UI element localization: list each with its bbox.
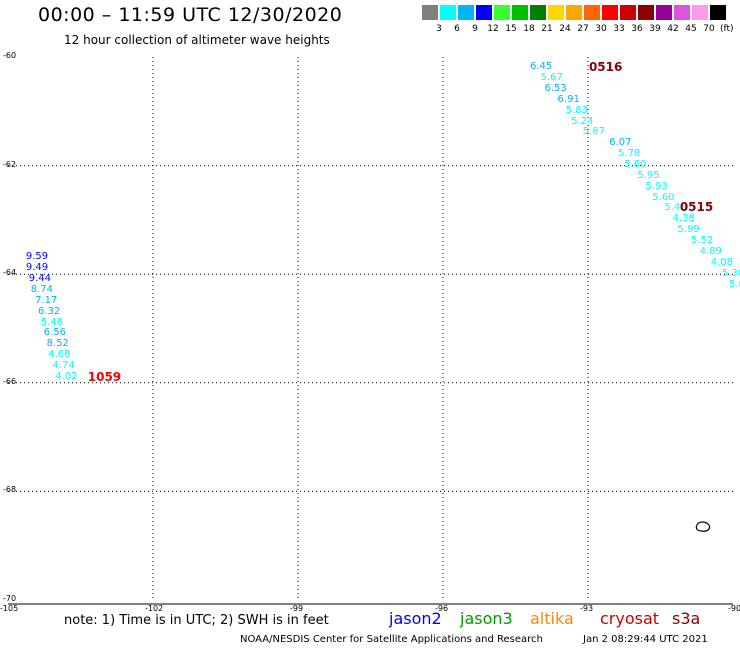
- legend-swatch: [566, 5, 582, 20]
- map-subtitle: 12 hour collection of altimeter wave hei…: [64, 33, 330, 47]
- legend-swatch: [584, 5, 600, 20]
- wave-height-value: 8.52: [46, 338, 69, 350]
- legend-label: 42: [667, 24, 679, 34]
- lon-label: -93: [580, 604, 594, 613]
- legend-swatch: [476, 5, 492, 20]
- satellite-name: jason3: [460, 609, 513, 628]
- wave-height-value: 5.45: [664, 202, 687, 214]
- wave-height-value: 9.49: [25, 262, 49, 274]
- lat-label: -68: [3, 485, 17, 495]
- legend-label: 3: [436, 24, 442, 34]
- legend-swatch: [620, 5, 636, 20]
- wave-height-value: 7.17: [35, 294, 58, 306]
- map-title: 00:00 – 11:59 UTC 12/30/2020: [38, 4, 343, 26]
- wave-height-value: 6.53: [544, 83, 567, 95]
- satellite-name: altika: [530, 609, 574, 628]
- pass-time-label: 0516: [588, 60, 623, 75]
- graticule: [8, 57, 733, 605]
- lon-label: -105: [0, 604, 19, 613]
- wave-height-value: 5.67: [540, 72, 563, 84]
- wave-height-value: 5.78: [617, 148, 641, 160]
- wave-height-value: 4.02: [55, 370, 78, 382]
- legend-label: 27: [577, 24, 589, 34]
- wave-height-value: 4.68: [48, 349, 71, 361]
- legend-swatch: [422, 5, 438, 20]
- legend-label: 36: [631, 24, 643, 34]
- lat-label: -60: [3, 51, 17, 60]
- wave-height-value: 5.46: [40, 316, 64, 328]
- credit-line: NOAA/NESDIS Center for Satellite Applica…: [240, 634, 543, 645]
- footer-note: note: 1) Time is in UTC; 2) SWH is in fe…: [64, 613, 329, 628]
- legend-label: 24: [559, 24, 571, 34]
- wave-height-value: 5.60: [652, 191, 675, 203]
- wave-height-value: 8.74: [30, 283, 53, 295]
- legend-swatch: [530, 5, 546, 20]
- legend-swatch: [512, 5, 528, 20]
- wave-height-value: 5.52: [690, 235, 714, 247]
- legend-label: 45: [685, 24, 697, 34]
- legend-swatch: [494, 5, 510, 20]
- wave-height-value: 6.45: [530, 61, 553, 73]
- legend-swatch: [692, 5, 708, 20]
- lat-label: -66: [3, 376, 17, 386]
- lon-label: -90: [728, 604, 740, 613]
- island-outline: [695, 521, 711, 532]
- wave-height-value: 9.44: [28, 273, 52, 285]
- wave-height-value: 5.95: [637, 169, 660, 181]
- satellite-name: s3a: [672, 609, 701, 628]
- wave-height-value: 5.93: [645, 180, 668, 192]
- legend-label: 15: [505, 24, 517, 34]
- legend-label: 18: [523, 24, 535, 34]
- wave-height-value: 5.0: [729, 278, 740, 290]
- legend-swatch: [638, 5, 654, 20]
- wave-height-value: 6.07: [609, 137, 632, 149]
- legend-label: 70: [703, 24, 715, 34]
- lat-label: -70: [3, 594, 17, 603]
- legend-unit: (ft): [720, 24, 734, 34]
- lon-label: -96: [435, 604, 449, 613]
- wave-height-value: 5.24: [571, 115, 594, 127]
- legend-swatch: [656, 5, 672, 20]
- legend-swatch: [548, 5, 564, 20]
- wave-height-value: 6.91: [557, 93, 580, 105]
- wave-height-value: 4.38: [672, 213, 695, 225]
- wave-height-value: 6.32: [37, 305, 61, 317]
- legend-swatch: [602, 5, 618, 20]
- legend-label: 12: [487, 24, 499, 34]
- legend-swatch: [440, 5, 456, 20]
- legend-label: 9: [472, 24, 478, 34]
- wave-height-value: 5.60: [624, 159, 647, 171]
- wave-height-value: 5.83: [565, 104, 589, 116]
- lat-label: -64: [3, 268, 17, 278]
- wave-height-value: 4.74: [52, 359, 75, 371]
- wave-height-value: 4.08: [710, 256, 734, 268]
- lon-label: -99: [290, 604, 304, 613]
- legend-label: 6: [454, 24, 460, 34]
- legend-label: 39: [649, 24, 661, 34]
- wave-height-value: 9.59: [25, 251, 49, 263]
- legend-swatch: [674, 5, 690, 20]
- pass-time-label: 1059: [87, 369, 122, 384]
- wave-height-value: 5.99: [677, 224, 700, 236]
- lon-label: -102: [145, 604, 164, 613]
- legend-swatch: [710, 5, 726, 20]
- pass-time-label: 0515: [679, 200, 714, 215]
- legend-label: 21: [541, 24, 553, 34]
- wave-height-value: 5.30: [721, 267, 740, 279]
- wave-height-value: 5.87: [582, 126, 605, 138]
- wave-height-value: 6.56: [43, 327, 67, 339]
- lat-label: -62: [3, 159, 17, 169]
- legend-label: 30: [595, 24, 607, 34]
- satellite-name: jason2: [389, 609, 442, 628]
- timestamp: Jan 2 08:29:44 UTC 2021: [583, 634, 708, 645]
- legend-label: 33: [613, 24, 625, 34]
- legend-swatch: [458, 5, 474, 20]
- satellite-name: cryosat: [600, 609, 660, 628]
- wave-height-value: 4.89: [699, 245, 722, 257]
